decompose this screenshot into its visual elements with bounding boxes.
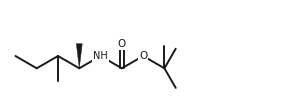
Text: O: O (139, 51, 147, 61)
Polygon shape (76, 44, 82, 68)
Text: NH: NH (93, 51, 108, 61)
Text: O: O (118, 39, 126, 49)
